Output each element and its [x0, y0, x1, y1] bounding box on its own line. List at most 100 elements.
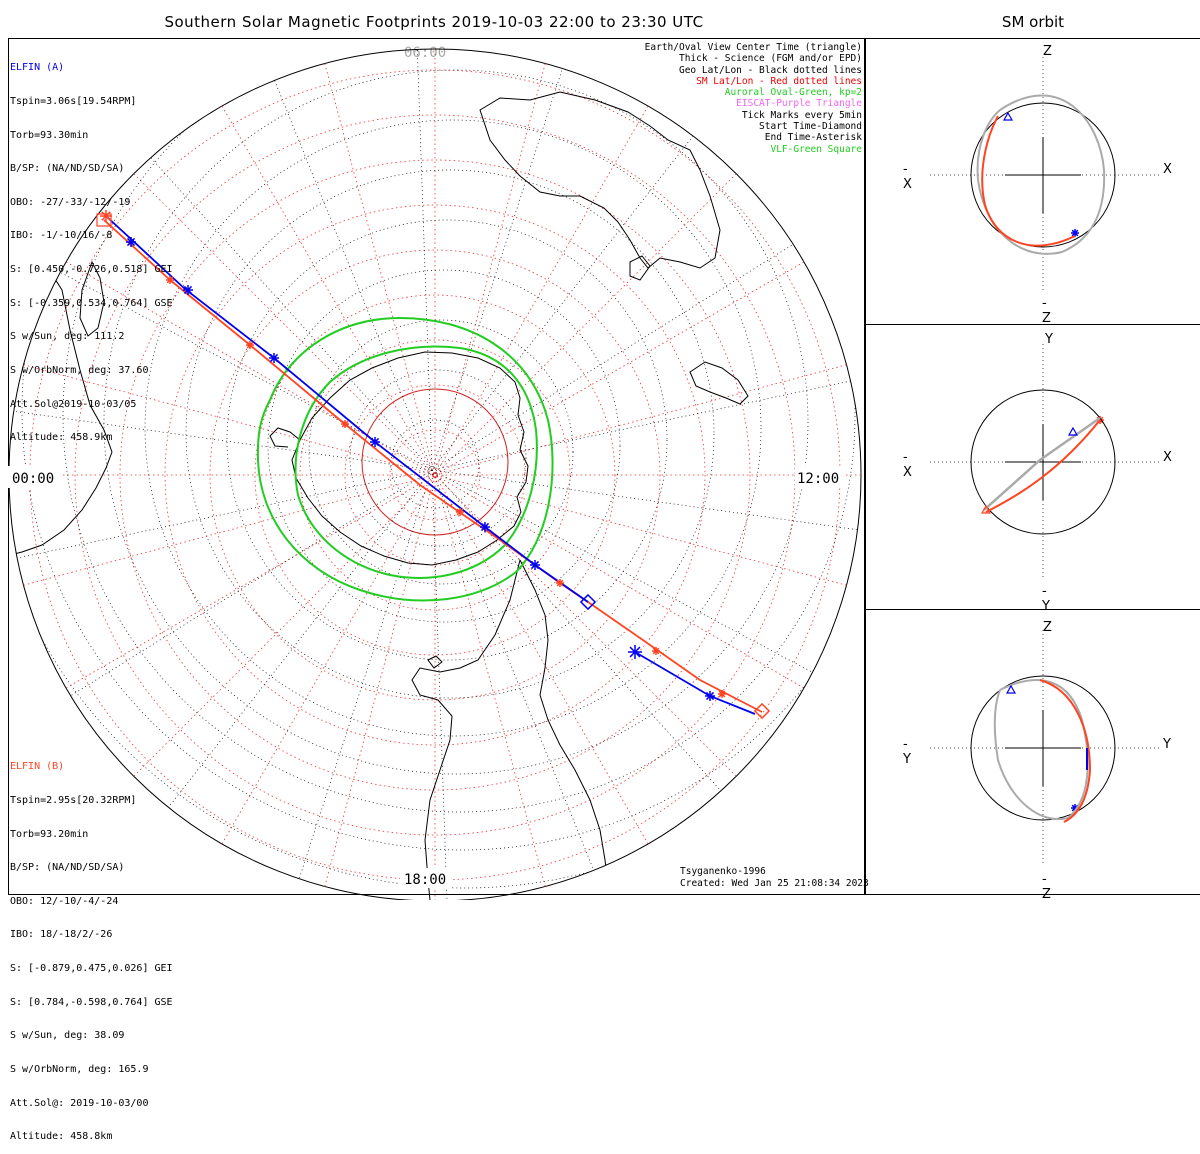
- footprint-map: 00:00 12:00 18:00 06:00: [8, 45, 1160, 900]
- elfin-b-tick-mark: [556, 579, 564, 587]
- elfin-a-name: ELFIN (A): [10, 62, 65, 74]
- geo-lat-circle: [9, 49, 861, 889]
- map-credit: Tsyganenko-1996 Created: Wed Jan 25 21:0…: [680, 866, 869, 889]
- elfin-b-end-asterisk: [100, 210, 112, 222]
- elfin-a-line-1: Torb=93.30min: [10, 129, 89, 141]
- elfin-a-tick-mark: [705, 691, 715, 701]
- falkland-islands: [427, 655, 443, 669]
- auroral-oval-layer: [256, 316, 554, 602]
- sm-orbit-layer: [930, 57, 1160, 866]
- geo-lat-circle: [103, 69, 809, 775]
- orbit-xy-label-bottom: -Y: [1042, 584, 1050, 614]
- legend-item-vlf: VLF-Green Square: [770, 143, 862, 155]
- mlt-label-bottom-bg: [400, 868, 450, 888]
- elfin-a-footprint-track-end: [634, 651, 756, 715]
- orbit-panel-yz-frame: [865, 609, 1200, 895]
- auroral-oval-outer: [256, 316, 554, 602]
- sm-lat-circle: [389, 429, 481, 521]
- asterisk-stroke: [718, 690, 726, 698]
- elfin-a-tick-mark: [370, 437, 380, 447]
- geo-lat-circle: [144, 119, 762, 737]
- legend-item-start-time: Start Time-Diamond: [759, 121, 862, 133]
- asterisk-stroke: [183, 285, 193, 295]
- orbit-xz-elfin-b: [981, 115, 1076, 247]
- legend-item-end-time: End Time-Asterisk: [764, 132, 862, 144]
- asterisk-stroke: [530, 560, 540, 570]
- elfin-b-line-5: S: [-0.879,0.475,0.026] GEI: [10, 963, 173, 975]
- elfin-a-line-0: Tspin=3.06s[19.54RPM]: [10, 96, 137, 108]
- mlt-label-bottom: 18:00: [404, 872, 446, 888]
- elfin-a-start-diamond: [579, 593, 597, 611]
- asterisk-stroke: [456, 508, 464, 516]
- mlt-label-left: 00:00: [12, 471, 54, 487]
- geo-lat-circle: [390, 419, 480, 509]
- orbit-yz-ref: [993, 679, 1089, 821]
- asterisk-stroke: [101, 211, 111, 221]
- asterisk-stroke: [1071, 804, 1079, 812]
- asterisk-stroke: [652, 647, 660, 655]
- elfin-b-line-9: Att.Sol@: 2019-10-03/00: [10, 1097, 149, 1109]
- elfin-a-tick-mark: [183, 285, 193, 295]
- sm-pole-circle: [361, 388, 509, 536]
- geo-lon-line: [277, 49, 587, 900]
- sm-lat-circle: [299, 339, 571, 611]
- orbit-xz-ref: [976, 94, 1106, 255]
- asterisk-stroke: [126, 237, 136, 247]
- geo-lat-circle: [267, 269, 621, 623]
- elfin-b-info: ELFIN (B) Tspin=2.95s[20.32RPM] Torb=93.…: [10, 739, 173, 1154]
- elfin-b-line-8: S w/OrbNorm, deg: 165.9: [10, 1063, 149, 1075]
- geo-lat-circle: [62, 49, 856, 813]
- sm-lat-circle: [164, 204, 706, 746]
- mlt-label-right-bg: [795, 466, 843, 488]
- legend-item-geo-grid: Geo Lat/Lon - Black dotted lines: [678, 64, 862, 76]
- antarctica-coastline: [291, 351, 529, 566]
- legend-item-sm-grid: SM Lat/Lon - Red dotted lines: [696, 75, 862, 87]
- orbit-xz-label-left: -X: [903, 162, 912, 192]
- tasmania-coastline: [629, 255, 651, 281]
- south-america-coastline: [411, 559, 611, 900]
- elfin-a-line-10: Altitude: 458.9km: [10, 432, 113, 444]
- sm-lat-circle: [344, 384, 526, 566]
- antarctic-peninsula: [269, 427, 301, 448]
- elfin-a-line-6: S: [-0.359,0.534,0.764] GSE: [10, 297, 173, 309]
- elfin-b-tick-mark: [652, 647, 660, 655]
- geo-lon-line: [244, 49, 620, 900]
- asterisk-stroke: [166, 276, 174, 284]
- elfin-b-name: ELFIN (B): [10, 761, 65, 773]
- mlt-labels: 00:00 12:00 18:00 06:00: [8, 45, 843, 888]
- orbit-yz-elfin-b: [1039, 679, 1092, 823]
- legend-item-auroral-oval: Auroral Oval-Green, kp=2: [724, 87, 862, 99]
- elfin-b-footprint-track: [103, 219, 763, 713]
- orbit-panel-xz: [930, 57, 1160, 293]
- elfin-b-tick-mark: [341, 420, 349, 428]
- elfin-a-line-2: B/SP: (NA/ND/SD/SA): [10, 163, 125, 175]
- elfin-a-line-8: S w/OrbNorm, deg: 37.60: [10, 364, 149, 376]
- orbit-xz-label-top: Z: [1043, 44, 1052, 59]
- geo-lon-line: [414, 49, 450, 900]
- mlt-label-left-bg: [8, 466, 60, 488]
- elfin-a-tick-mark: [480, 522, 490, 532]
- orbit-xz-end-asterisk: [1071, 229, 1079, 237]
- elfin-a-tick-mark: [530, 560, 540, 570]
- orbit-yz-label-top: Z: [1043, 620, 1052, 635]
- sm-lon-line: [133, 173, 737, 777]
- credit-model: Tsyganenko-1996: [680, 866, 766, 877]
- orbit-xy-view-triangle: [1067, 426, 1079, 436]
- footprint-track-layer: [96, 210, 1104, 812]
- sm-lat-circle: [254, 294, 616, 656]
- asterisk-stroke: [556, 579, 564, 587]
- elfin-a-line-5: S: [0.450,-0.726,0.518] GEI: [10, 264, 173, 276]
- elfin-b-line-4: IBO: 18/-18/2/-26: [10, 929, 113, 941]
- orbit-yz-label-right: Y: [1163, 737, 1171, 752]
- orbit-xz-label-bottom: -Z: [1042, 296, 1051, 326]
- sm-lat-circle: [119, 159, 751, 791]
- elfin-b-line-0: Tspin=2.95s[20.32RPM]: [10, 795, 137, 807]
- australia-coastline: [479, 91, 721, 269]
- geo-lat-circle: [308, 319, 574, 585]
- new-zealand-coastline: [689, 361, 749, 405]
- orbit-xy-label-right: X: [1163, 450, 1172, 465]
- coastline-layer: [9, 91, 749, 900]
- madagascar-coastline: [79, 260, 105, 337]
- elfin-b-tick-mark: [166, 276, 174, 284]
- orbit-xy-elfin-b: [985, 419, 1101, 513]
